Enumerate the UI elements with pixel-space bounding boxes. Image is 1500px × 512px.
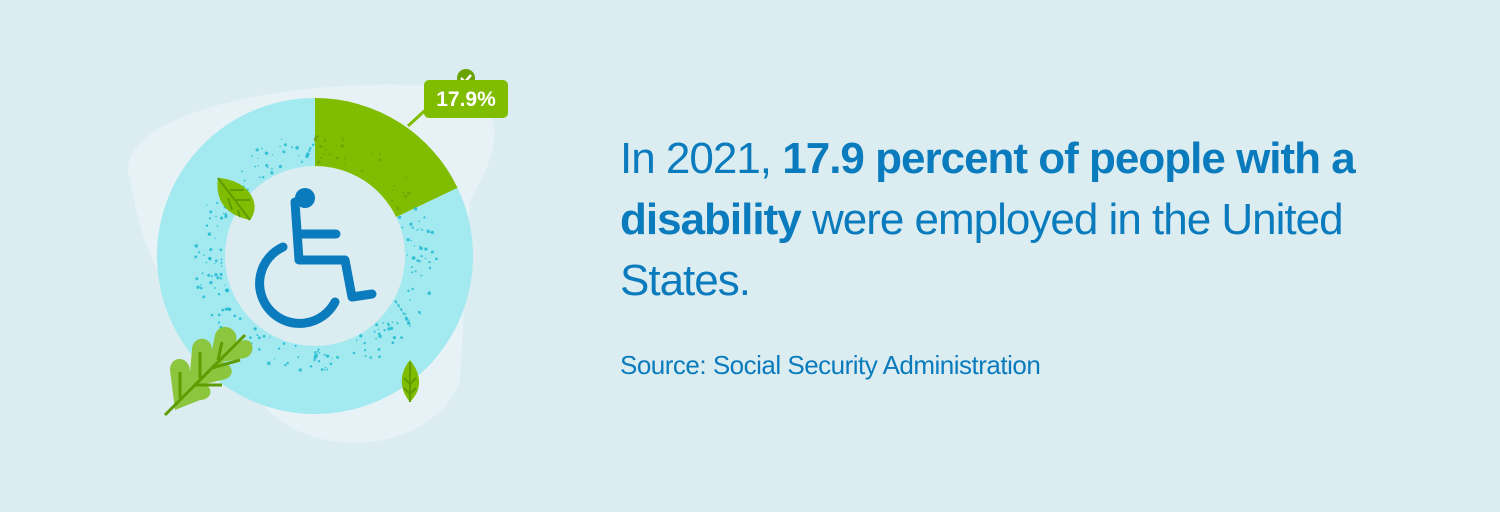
small-leaf-icon bbox=[401, 360, 420, 402]
oak-leaf-icon bbox=[163, 326, 253, 417]
headline-part-1: In 2021, bbox=[620, 134, 783, 183]
headline-text: In 2021, 17.9 percent of people with a d… bbox=[620, 128, 1380, 311]
data-label-17-9: 17.9% bbox=[424, 80, 508, 118]
headline-bold: 17.9 percent of people with a disability bbox=[620, 134, 1356, 244]
source-text: Source: Social Security Administration bbox=[620, 350, 1041, 380]
wheelchair-icon bbox=[255, 188, 377, 328]
headline-part-2: were employed in the United States. bbox=[620, 195, 1344, 305]
leaf-icon bbox=[217, 177, 255, 221]
